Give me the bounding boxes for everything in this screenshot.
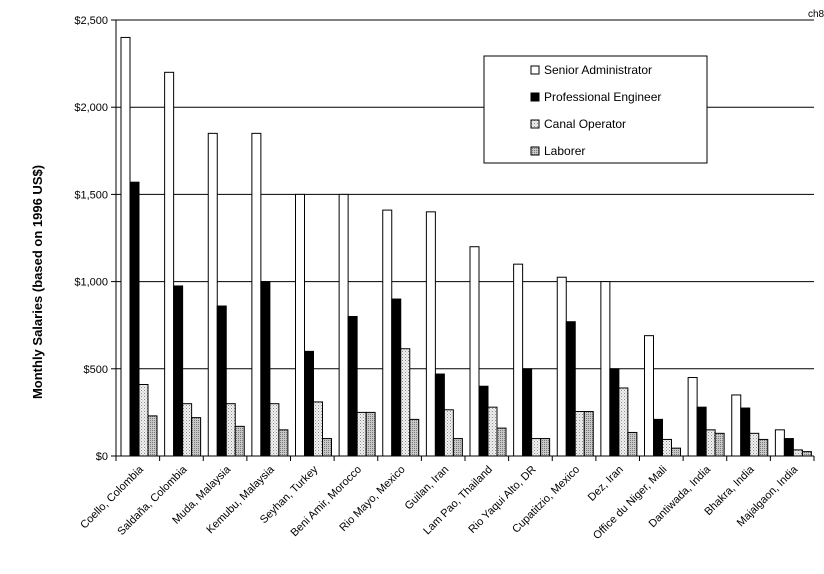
bar-canal-operator	[443, 409, 454, 457]
bar-senior-administrator	[338, 193, 349, 457]
bar-professional-engineer	[347, 315, 358, 457]
bar-canal-operator	[400, 348, 411, 457]
bar-senior-administrator	[774, 429, 785, 457]
bar-senior-administrator	[513, 263, 524, 457]
bar-professional-engineer	[173, 285, 184, 457]
bar-professional-engineer	[783, 438, 794, 457]
bar-senior-administrator	[644, 335, 654, 457]
y-tick-label: $2,000	[74, 102, 108, 114]
bar-canal-operator	[182, 403, 193, 457]
bar-professional-engineer	[304, 350, 314, 457]
bar-canal-operator	[356, 411, 367, 457]
bar-senior-administrator	[556, 276, 567, 457]
bar-canal-operator	[313, 401, 323, 457]
bar-laborer	[365, 411, 376, 457]
bar-laborer	[234, 425, 245, 457]
bar-canal-operator	[792, 449, 803, 457]
bar-senior-administrator	[164, 71, 175, 457]
bar-professional-engineer	[391, 298, 402, 457]
bar-senior-administrator	[469, 246, 480, 457]
y-tick-label: $0	[96, 451, 108, 463]
bar-senior-administrator	[600, 281, 611, 457]
legend-label: Canal Operator	[544, 117, 626, 131]
bar-canal-operator	[225, 403, 236, 457]
y-tick-label: $500	[84, 364, 108, 376]
y-tick-label: $2,500	[74, 15, 108, 27]
bar-laborer	[671, 447, 681, 457]
bar-senior-administrator	[251, 132, 262, 457]
bar-laborer	[540, 438, 551, 457]
bar-laborer	[714, 432, 725, 457]
bars	[120, 36, 812, 457]
legend-swatch	[530, 146, 540, 156]
bar-senior-administrator	[382, 209, 393, 457]
x-tick-label: Dez, Iran	[586, 464, 626, 504]
bar-canal-operator	[662, 438, 672, 457]
bar-canal-operator	[269, 403, 280, 457]
bar-laborer	[496, 427, 507, 457]
bar-professional-engineer	[129, 181, 140, 457]
bar-professional-engineer	[478, 385, 489, 457]
axis-labels: ch8 Monthly Salaries (based on 1996 US$)	[30, 9, 824, 399]
x-tick-label: Office du Niger, Mali	[591, 464, 669, 542]
legend-swatch	[530, 65, 540, 75]
corner-label: ch8	[808, 9, 824, 20]
y-tick-label: $1,000	[74, 277, 108, 289]
bar-canal-operator	[531, 438, 542, 457]
bar-professional-engineer	[740, 407, 751, 457]
bar-professional-engineer	[653, 418, 663, 457]
bar-laborer	[801, 451, 812, 457]
legend: Senior Administrator Professional Enginee…	[483, 55, 708, 164]
legend-label: Laborer	[544, 144, 585, 158]
y-axis-title: Monthly Salaries (based on 1996 US$)	[30, 165, 45, 399]
bar-laborer	[583, 411, 594, 457]
bar-senior-administrator	[425, 211, 436, 457]
bar-professional-engineer	[434, 373, 445, 457]
bar-senior-administrator	[120, 36, 131, 457]
bar-professional-engineer	[522, 368, 533, 457]
bar-canal-operator	[705, 429, 716, 457]
bar-canal-operator	[487, 406, 498, 457]
bar-professional-engineer	[696, 406, 707, 457]
legend-swatch	[530, 92, 540, 102]
bar-laborer	[758, 438, 769, 457]
bar-laborer	[627, 431, 638, 457]
legend-swatch	[530, 119, 540, 129]
bar-canal-operator	[749, 432, 760, 457]
bar-laborer	[452, 438, 463, 457]
bar-senior-administrator	[207, 132, 218, 457]
bar-canal-operator	[138, 383, 149, 457]
bar-senior-administrator	[295, 193, 305, 457]
legend-label: Senior Administrator	[544, 63, 652, 77]
bar-laborer	[409, 418, 420, 457]
bar-laborer	[191, 417, 202, 457]
bar-canal-operator	[574, 411, 585, 457]
legend-box	[483, 55, 708, 164]
bar-laborer	[278, 429, 289, 457]
bar-professional-engineer	[565, 321, 576, 457]
bar-professional-engineer	[260, 281, 271, 457]
bar-professional-engineer	[609, 368, 620, 457]
bar-laborer	[322, 438, 332, 457]
bar-senior-administrator	[687, 377, 698, 457]
legend-label: Professional Engineer	[544, 90, 661, 104]
bar-laborer	[147, 415, 158, 457]
y-tick-label: $1,500	[74, 189, 108, 201]
bar-canal-operator	[618, 387, 629, 457]
bar-senior-administrator	[731, 394, 742, 457]
bar-professional-engineer	[216, 305, 227, 457]
